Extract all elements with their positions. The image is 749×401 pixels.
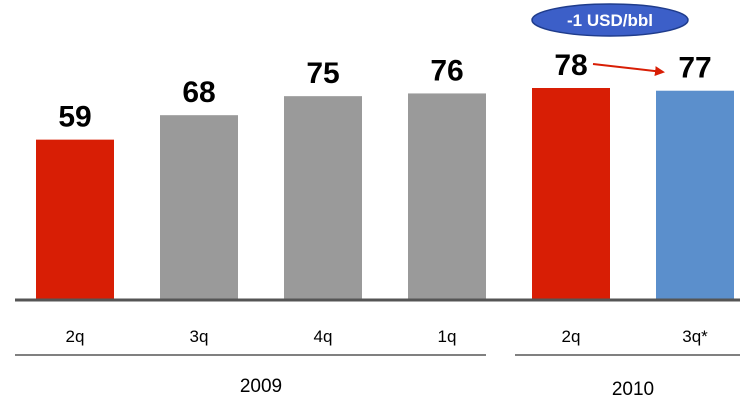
x-tick-labels: 2q 3q 4q 1q 2q 3q*: [66, 327, 709, 346]
change-badge: [531, 3, 689, 37]
bars: [36, 88, 734, 301]
change-arrow: [592, 63, 665, 77]
value-labels: 59 68 75 76 78 77: [58, 49, 711, 134]
value-label: 77: [678, 52, 711, 85]
year-group-label: 2009: [240, 376, 282, 397]
change-badge-text: -1 USD/bbl: [567, 11, 653, 30]
value-label: 78: [554, 49, 587, 82]
value-label: 76: [430, 54, 463, 87]
value-label: 75: [306, 57, 339, 90]
bar: [532, 88, 610, 300]
bar: [656, 90, 734, 300]
x-tick-label: 4q: [314, 327, 333, 346]
x-tick-label: 3q: [190, 327, 209, 346]
bar: [36, 139, 114, 300]
year-groups: 2009 2010: [15, 354, 740, 400]
value-label: 68: [182, 76, 215, 109]
change-annotation: -1 USD/bbl: [531, 3, 689, 77]
bar: [408, 93, 486, 300]
x-tick-label: 1q: [438, 327, 457, 346]
x-tick-label: 2q: [66, 327, 85, 346]
bar: [284, 96, 362, 301]
value-label: 59: [58, 101, 91, 134]
year-group-label: 2010: [612, 379, 654, 400]
bar: [160, 115, 238, 300]
x-tick-label: 2q: [562, 327, 581, 346]
x-tick-label: 3q*: [682, 327, 708, 346]
